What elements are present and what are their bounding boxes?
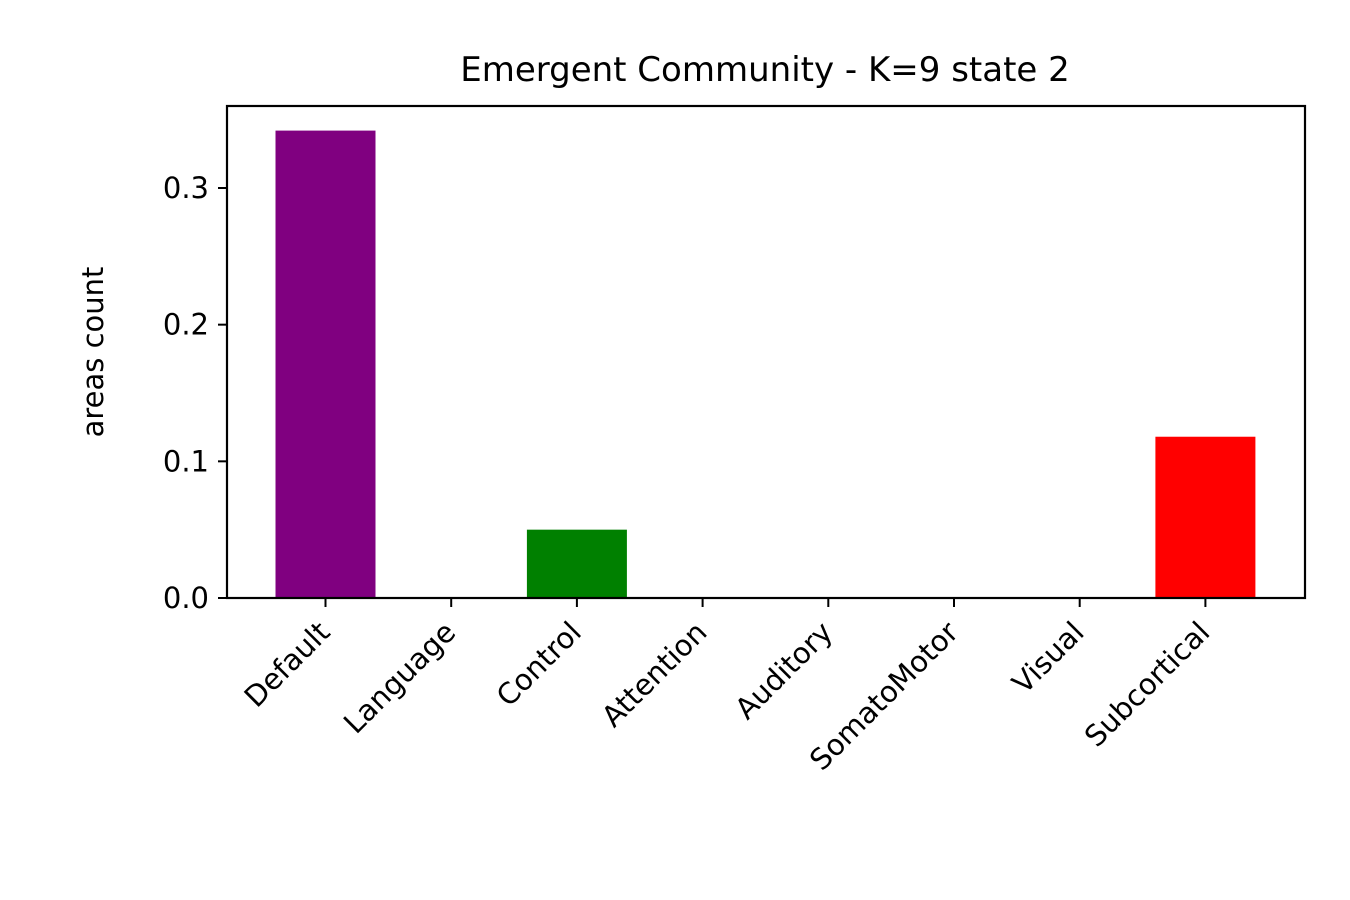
bar-default <box>275 130 376 598</box>
y-tick-label: 0.2 <box>163 308 209 342</box>
y-axis-ticks: 0.0 0.1 0.2 0.3 <box>163 171 227 615</box>
y-tick-label: 0.3 <box>163 171 209 205</box>
x-tick-label: Auditory <box>728 615 839 726</box>
x-tick-label: Visual <box>1005 615 1090 700</box>
chart-title: Emergent Community - K=9 state 2 <box>460 50 1070 90</box>
bar-control <box>526 529 627 598</box>
x-tick-label: Control <box>490 615 588 713</box>
plot-area-frame <box>225 104 1307 600</box>
y-axis-label: areas count <box>76 267 110 438</box>
x-tick-label: Subcortical <box>1078 615 1217 754</box>
x-axis-ticks: Default Language Control Attention Auditory S… <box>237 598 1216 777</box>
y-tick-label: 0.0 <box>163 581 209 615</box>
x-tick-label: Default <box>237 615 336 714</box>
bars-group <box>275 130 1256 598</box>
y-tick-label: 0.1 <box>163 444 209 478</box>
bar-subcortical <box>1155 436 1256 598</box>
x-tick-label: Language <box>337 615 462 740</box>
x-tick-label: Attention <box>595 615 714 734</box>
